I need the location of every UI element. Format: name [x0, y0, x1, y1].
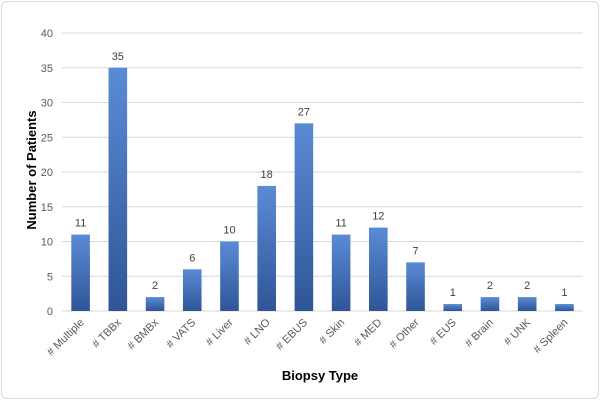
- y-tick-label: 5: [47, 271, 53, 283]
- bars: [71, 67, 574, 311]
- x-tick-label: # EUS: [428, 317, 459, 348]
- x-tick-label: # TBBx: [90, 316, 124, 350]
- bar: [369, 227, 388, 311]
- bar: [406, 262, 425, 311]
- x-tick-label: # Other: [387, 316, 422, 351]
- x-tick-label: # Brain: [463, 317, 496, 350]
- x-axis-title: Biopsy Type: [282, 368, 358, 383]
- data-label: 6: [189, 252, 195, 264]
- bar: [331, 234, 351, 311]
- x-tick-label: # BMBx: [125, 316, 161, 352]
- bar: [108, 67, 128, 311]
- x-tick-label: # EBUS: [274, 317, 310, 353]
- data-label: 27: [298, 106, 310, 118]
- data-label: 18: [261, 169, 273, 181]
- x-tick-label: # UNK: [502, 316, 534, 348]
- bar: [443, 304, 463, 311]
- data-label: 1: [450, 287, 456, 299]
- x-tick-label: # Multiple: [45, 317, 87, 359]
- y-tick-label: 30: [41, 98, 53, 110]
- x-tick-label: # Skin: [317, 317, 347, 347]
- y-axis-ticks: 0 5 10 15 20 25 30 35 40: [41, 28, 53, 318]
- data-label: 35: [112, 51, 124, 63]
- x-tick-label: # VATS: [164, 317, 198, 351]
- data-label: 7: [412, 245, 418, 257]
- data-label: 2: [487, 280, 493, 292]
- y-tick-label: 10: [41, 237, 53, 249]
- bar: [182, 269, 202, 311]
- bar: [517, 297, 537, 311]
- data-label: 12: [372, 211, 384, 223]
- x-axis-ticks: # Multiple # TBBx # BMBx # VATS # Liver # LNO…: [45, 316, 571, 358]
- y-axis-title: Number of Patients: [24, 110, 39, 229]
- data-label: 1: [561, 287, 567, 299]
- gridlines: [62, 32, 583, 312]
- y-tick-label: 0: [47, 306, 53, 318]
- y-tick-label: 25: [41, 132, 53, 144]
- bar: [145, 297, 165, 311]
- y-tick-label: 35: [41, 63, 53, 75]
- x-tick-label: # LNO: [242, 316, 273, 347]
- bar: [71, 234, 90, 311]
- bar: [220, 241, 239, 311]
- y-tick-label: 15: [41, 202, 53, 214]
- data-label: 11: [75, 218, 86, 230]
- bar: [480, 297, 500, 311]
- x-tick-label: # MED: [352, 317, 384, 349]
- y-tick-label: 20: [41, 167, 53, 179]
- data-label: 2: [524, 280, 530, 292]
- bar: [294, 123, 314, 311]
- x-tick-label: # Liver: [204, 316, 236, 348]
- data-label: 2: [152, 280, 158, 292]
- bar: [555, 304, 574, 311]
- bar: [257, 185, 276, 311]
- data-label: 11: [335, 218, 346, 230]
- x-tick-label: # Spleen: [531, 317, 570, 356]
- data-label: 10: [223, 225, 235, 237]
- y-tick-label: 40: [41, 28, 53, 40]
